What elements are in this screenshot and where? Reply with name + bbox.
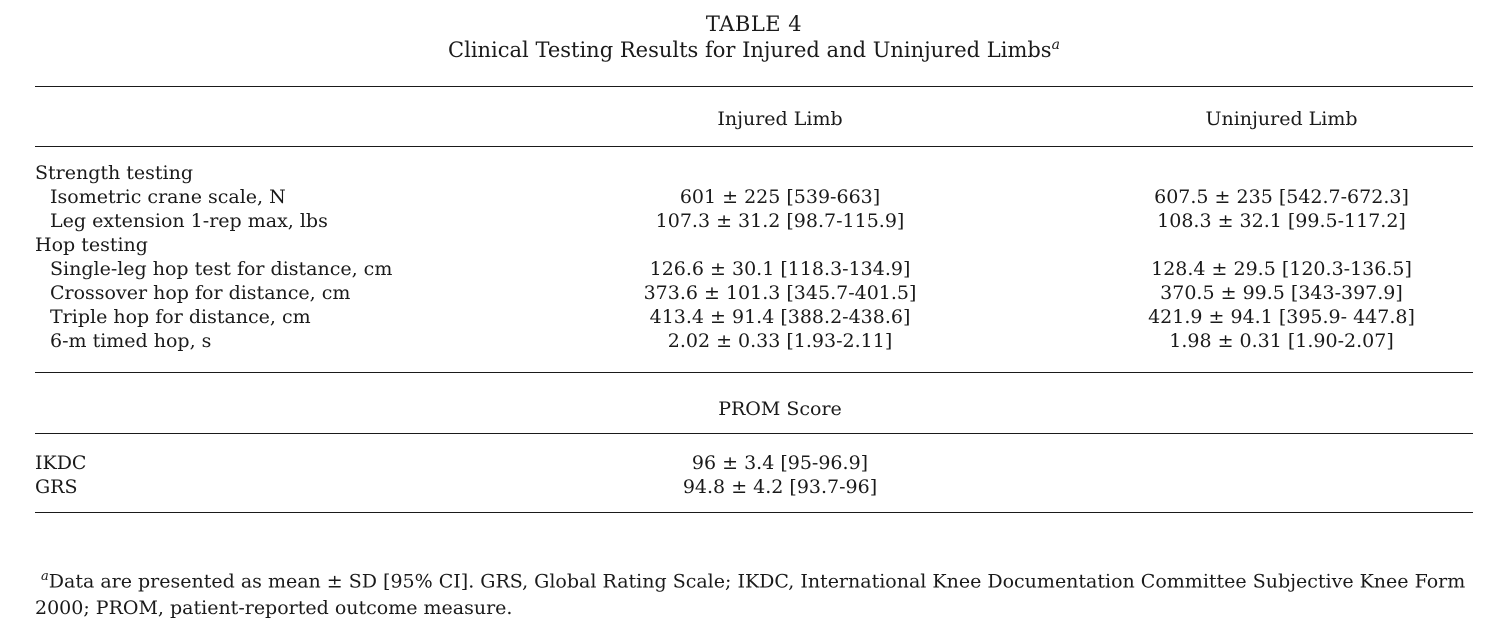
table-footnote: aData are presented as mean ± SD [95% CI… [35, 563, 1473, 622]
row-label: Leg extension 1-rep max, lbs [50, 210, 328, 232]
table-title-footnote-marker: a [1051, 37, 1060, 53]
row-label: Isometric crane scale, N [50, 186, 286, 208]
cell-injured: 2.02 ± 0.33 [1.93-2.11] [667, 330, 893, 352]
cell-uninjured: 1.98 ± 0.31 [1.90-2.07] [1169, 330, 1394, 352]
table-title: Clinical Testing Results for Injured and… [35, 37, 1473, 62]
cell-prom-score: 94.8 ± 4.2 [93.7-96] [682, 476, 878, 498]
cell-uninjured: 108.3 ± 32.1 [99.5-117.2] [1157, 210, 1406, 232]
cell-prom-score: 96 ± 3.4 [95-96.9] [691, 452, 869, 474]
footnote-text: Data are presented as mean ± SD [95% CI]… [35, 570, 1466, 620]
prom-rule [35, 433, 1473, 434]
row-label: IKDC [35, 452, 87, 474]
section-heading-hop: Hop testing [35, 234, 148, 256]
section-rule [35, 372, 1473, 373]
cell-uninjured: 370.5 ± 99.5 [343-397.9] [1160, 282, 1403, 304]
row-label: 6-m timed hop, s [50, 330, 212, 352]
cell-uninjured: 128.4 ± 29.5 [120.3-136.5] [1151, 258, 1412, 280]
row-label: Triple hop for distance, cm [50, 306, 311, 328]
footnote-marker: a [41, 569, 49, 584]
cell-uninjured: 607.5 ± 235 [542.7-672.3] [1154, 186, 1409, 208]
column-header-injured: Injured Limb [717, 108, 843, 130]
row-label: Single-leg hop test for distance, cm [50, 258, 393, 280]
table-title-text: Clinical Testing Results for Injured and… [448, 38, 1052, 62]
header-rule [35, 146, 1473, 147]
row-label: GRS [35, 476, 78, 498]
top-rule [35, 86, 1473, 87]
table-number: TABLE 4 [705, 12, 803, 36]
cell-injured: 413.4 ± 91.4 [388.2-438.6] [649, 306, 911, 328]
cell-injured: 601 ± 225 [539-663] [679, 186, 881, 208]
cell-injured: 373.6 ± 101.3 [345.7-401.5] [643, 282, 917, 304]
row-label: Crossover hop for distance, cm [50, 282, 351, 304]
column-header-uninjured: Uninjured Limb [1205, 108, 1358, 130]
cell-injured: 126.6 ± 30.1 [118.3-134.9] [649, 258, 911, 280]
cell-uninjured: 421.9 ± 94.1 [395.9- 447.8] [1148, 306, 1415, 328]
prom-heading: PROM Score [718, 398, 842, 420]
section-heading-strength: Strength testing [35, 162, 194, 184]
cell-injured: 107.3 ± 31.2 [98.7-115.9] [655, 210, 905, 232]
bottom-rule [35, 512, 1473, 513]
